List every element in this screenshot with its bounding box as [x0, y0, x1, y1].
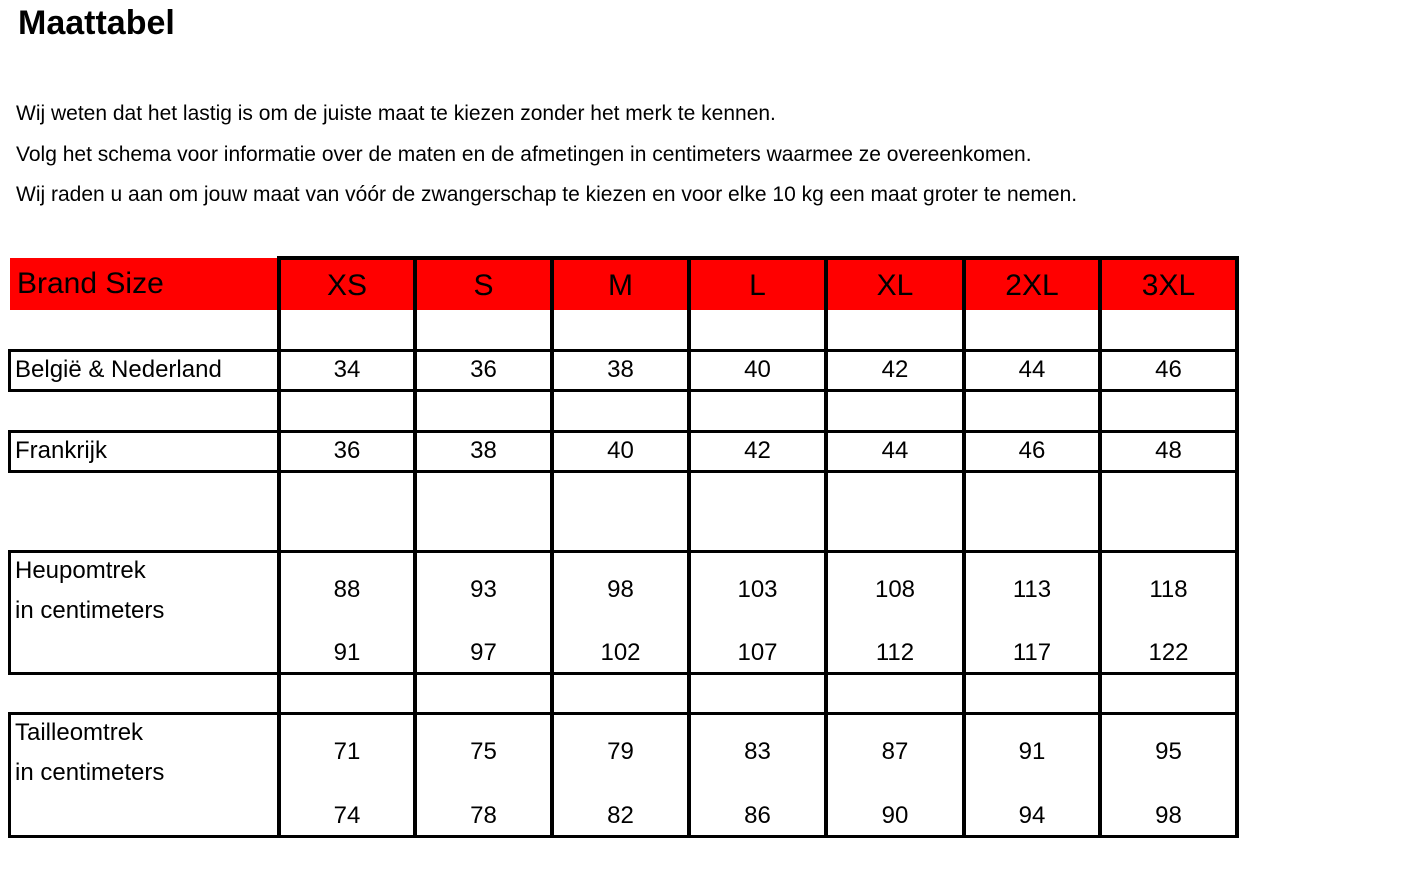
row-label: Tailleomtrek [15, 719, 144, 746]
size-header-3XL: 3XL [1141, 269, 1196, 302]
row-border [277, 389, 1239, 392]
row-label-box [8, 430, 279, 473]
cell-value: 44 [1018, 356, 1046, 383]
column-divider [277, 256, 281, 837]
column-divider [1098, 256, 1102, 837]
intro-line-1: Wij weten dat het lastig is om de juiste… [16, 102, 776, 125]
cell-value: 34 [333, 356, 361, 383]
row-label: in centimeters [15, 597, 165, 624]
column-divider [824, 256, 828, 837]
row-border [277, 550, 1239, 553]
cell-value: 122 [1148, 639, 1189, 666]
row-label: Frankrijk [15, 437, 108, 464]
cell-value: 86 [744, 802, 771, 829]
row-border [277, 835, 1239, 838]
cell-value: 107 [737, 639, 778, 666]
cell-value: 117 [1012, 639, 1052, 666]
cell-value: 103 [737, 576, 778, 603]
row-border [277, 470, 1239, 473]
cell-value: 113 [1012, 576, 1052, 603]
cell-value: 42 [744, 437, 771, 464]
cell-value: 48 [1155, 437, 1182, 464]
row-label-box [8, 550, 279, 675]
header-label-fill [10, 258, 278, 310]
header-size-fill [277, 260, 1237, 310]
cell-value: 112 [875, 639, 915, 666]
cell-value: 44 [881, 437, 909, 464]
cell-value: 36 [470, 356, 497, 383]
row-border [277, 672, 1239, 675]
size-header-XS: XS [326, 269, 368, 302]
cell-value: 98 [1155, 802, 1182, 829]
intro-line-2: Volg het schema voor informatie over de … [16, 143, 1032, 166]
row-label-box [8, 712, 279, 838]
table-top-border [277, 256, 1239, 260]
cell-value: 97 [470, 639, 497, 666]
cell-value: 88 [333, 576, 361, 603]
row-border [277, 349, 1239, 352]
cell-value: 40 [744, 356, 771, 383]
cell-value: 71 [333, 738, 361, 765]
cell-value: 78 [470, 802, 497, 829]
row-label: Heupomtrek [15, 557, 146, 584]
column-divider [687, 256, 691, 837]
page-title: Maattabel [18, 4, 175, 42]
cell-value: 118 [1149, 576, 1188, 603]
size-header-S: S [473, 269, 494, 302]
cell-value: 90 [881, 802, 909, 829]
row-border [277, 712, 1239, 715]
column-divider [413, 256, 417, 837]
cell-value: 46 [1018, 437, 1046, 464]
size-header-2XL: 2XL [1005, 269, 1059, 302]
cell-value: 83 [744, 738, 771, 765]
size-header-XL: XL [876, 269, 914, 302]
cell-value: 108 [874, 576, 916, 603]
cell-value: 94 [1018, 802, 1046, 829]
cell-value: 40 [607, 437, 634, 464]
cell-value: 38 [607, 356, 634, 383]
column-divider [550, 256, 554, 837]
cell-value: 91 [1018, 738, 1046, 765]
row-label: in centimeters [15, 759, 165, 786]
cell-value: 87 [881, 738, 909, 765]
column-divider [962, 256, 966, 837]
row-border [277, 430, 1239, 433]
cell-value: 82 [607, 802, 634, 829]
cell-value: 102 [600, 639, 641, 666]
cell-value: 74 [333, 802, 361, 829]
cell-value: 75 [470, 738, 497, 765]
cell-value: 98 [607, 576, 634, 603]
size-header-L: L [749, 269, 766, 302]
cell-value: 79 [607, 738, 634, 765]
size-header-M: M [608, 269, 633, 302]
cell-value: 38 [470, 437, 497, 464]
column-divider [1235, 256, 1239, 837]
row-label: België & Nederland [15, 356, 222, 383]
cell-value: 46 [1155, 356, 1182, 383]
header-label: Brand Size [17, 267, 164, 300]
intro-line-3: Wij raden u aan om jouw maat van vóór de… [16, 183, 1078, 206]
cell-value: 95 [1155, 738, 1182, 765]
cell-value: 36 [333, 437, 361, 464]
cell-value: 93 [470, 576, 497, 603]
row-label-box [8, 349, 279, 392]
cell-value: 91 [333, 639, 361, 666]
cell-value: 42 [881, 356, 909, 383]
